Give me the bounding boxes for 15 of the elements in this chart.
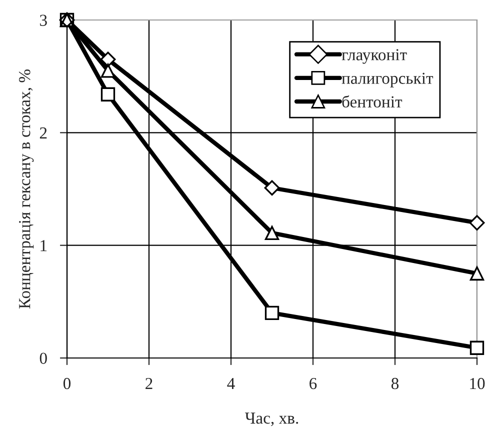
x-axis-title: Час, хв.	[245, 412, 298, 426]
x-tick-label: 10	[470, 378, 485, 390]
x-tick-label: 0	[63, 378, 71, 390]
x-tick-label: 2	[146, 378, 152, 390]
y-tick-label: 0	[40, 352, 47, 364]
x-tick-label: 8	[391, 378, 399, 390]
legend-label: палигорськіт	[342, 72, 434, 88]
legend-label: бентоніт	[342, 95, 402, 108]
x-tick-label: 4	[227, 378, 235, 390]
x-tick-label: 6	[310, 378, 317, 390]
y-tick-label: 2	[40, 127, 47, 138]
y-tick-label: 1	[40, 240, 47, 252]
y-tick-label: 3	[40, 14, 47, 26]
y-axis-title: Концентрація гексану в стоках, %	[18, 70, 34, 309]
legend-label: глауконіт	[342, 49, 407, 64]
